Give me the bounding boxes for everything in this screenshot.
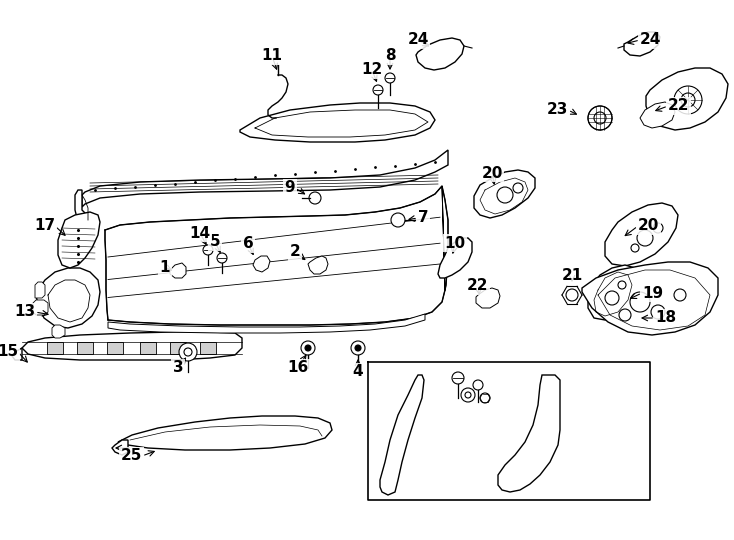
Circle shape: [355, 345, 361, 351]
Text: 14: 14: [189, 226, 211, 240]
Polygon shape: [33, 300, 48, 315]
Text: 25: 25: [120, 449, 142, 463]
Text: 16: 16: [288, 361, 308, 375]
Text: 6: 6: [243, 237, 253, 252]
Polygon shape: [640, 102, 675, 128]
Circle shape: [373, 85, 383, 95]
Circle shape: [681, 93, 695, 107]
Circle shape: [309, 192, 321, 204]
Circle shape: [351, 341, 365, 355]
Polygon shape: [588, 265, 640, 320]
Circle shape: [566, 289, 578, 301]
Polygon shape: [416, 38, 464, 70]
Circle shape: [674, 86, 702, 114]
Polygon shape: [438, 238, 472, 278]
Circle shape: [594, 112, 606, 124]
Text: 24: 24: [640, 32, 661, 48]
Text: 4: 4: [353, 364, 363, 380]
Circle shape: [184, 348, 192, 356]
Polygon shape: [582, 262, 718, 335]
Circle shape: [497, 187, 513, 203]
Circle shape: [179, 343, 197, 361]
Circle shape: [674, 289, 686, 301]
Polygon shape: [380, 375, 424, 495]
Polygon shape: [646, 68, 728, 130]
Circle shape: [630, 292, 650, 312]
Polygon shape: [140, 342, 156, 354]
Text: 20: 20: [638, 219, 659, 233]
Polygon shape: [77, 342, 93, 354]
Polygon shape: [170, 342, 186, 354]
Polygon shape: [308, 256, 328, 274]
Circle shape: [217, 253, 227, 263]
Polygon shape: [474, 170, 535, 218]
Text: 5: 5: [210, 234, 220, 249]
Text: 23: 23: [547, 103, 568, 118]
Polygon shape: [105, 186, 448, 325]
Polygon shape: [108, 314, 425, 333]
Text: 22: 22: [668, 98, 689, 113]
Circle shape: [618, 281, 626, 289]
Text: 22: 22: [468, 279, 489, 294]
Circle shape: [473, 380, 483, 390]
Text: 18: 18: [655, 310, 676, 326]
Circle shape: [605, 291, 619, 305]
Text: 2: 2: [290, 245, 300, 260]
Polygon shape: [12, 348, 22, 360]
Circle shape: [619, 309, 631, 321]
Text: 3: 3: [172, 361, 184, 375]
Circle shape: [631, 244, 639, 252]
Polygon shape: [476, 288, 500, 308]
Polygon shape: [240, 103, 435, 142]
Circle shape: [588, 106, 612, 130]
Text: 13: 13: [14, 305, 35, 320]
Polygon shape: [52, 325, 65, 338]
Text: 1: 1: [160, 260, 170, 274]
Circle shape: [637, 230, 653, 246]
Polygon shape: [605, 203, 678, 266]
Polygon shape: [58, 212, 100, 268]
Circle shape: [461, 388, 475, 402]
Polygon shape: [107, 342, 123, 354]
Text: 20: 20: [482, 165, 503, 180]
Circle shape: [653, 223, 663, 233]
Circle shape: [465, 392, 471, 398]
Polygon shape: [22, 332, 242, 360]
Polygon shape: [82, 150, 448, 207]
Polygon shape: [253, 256, 270, 272]
Polygon shape: [112, 440, 128, 455]
Text: 15: 15: [0, 345, 18, 360]
Circle shape: [301, 341, 315, 355]
Text: 12: 12: [361, 63, 382, 78]
Polygon shape: [498, 375, 560, 492]
Polygon shape: [36, 268, 100, 328]
Text: 21: 21: [562, 268, 583, 284]
Text: 17: 17: [34, 219, 55, 233]
Circle shape: [203, 245, 213, 255]
Circle shape: [391, 213, 405, 227]
Circle shape: [651, 305, 665, 319]
Polygon shape: [47, 342, 63, 354]
Polygon shape: [35, 282, 45, 298]
Polygon shape: [75, 190, 98, 232]
Text: 8: 8: [385, 49, 396, 64]
Text: 19: 19: [642, 286, 663, 300]
Polygon shape: [200, 342, 216, 354]
Text: 11: 11: [261, 49, 283, 64]
Polygon shape: [624, 32, 660, 56]
Circle shape: [305, 345, 311, 351]
Polygon shape: [170, 263, 186, 278]
Circle shape: [452, 372, 464, 384]
Text: 10: 10: [445, 235, 465, 251]
Text: 24: 24: [407, 32, 429, 48]
Circle shape: [385, 73, 395, 83]
Text: 9: 9: [284, 180, 295, 195]
Text: 7: 7: [418, 211, 429, 226]
Circle shape: [513, 183, 523, 193]
Circle shape: [480, 393, 490, 403]
Polygon shape: [118, 416, 332, 450]
